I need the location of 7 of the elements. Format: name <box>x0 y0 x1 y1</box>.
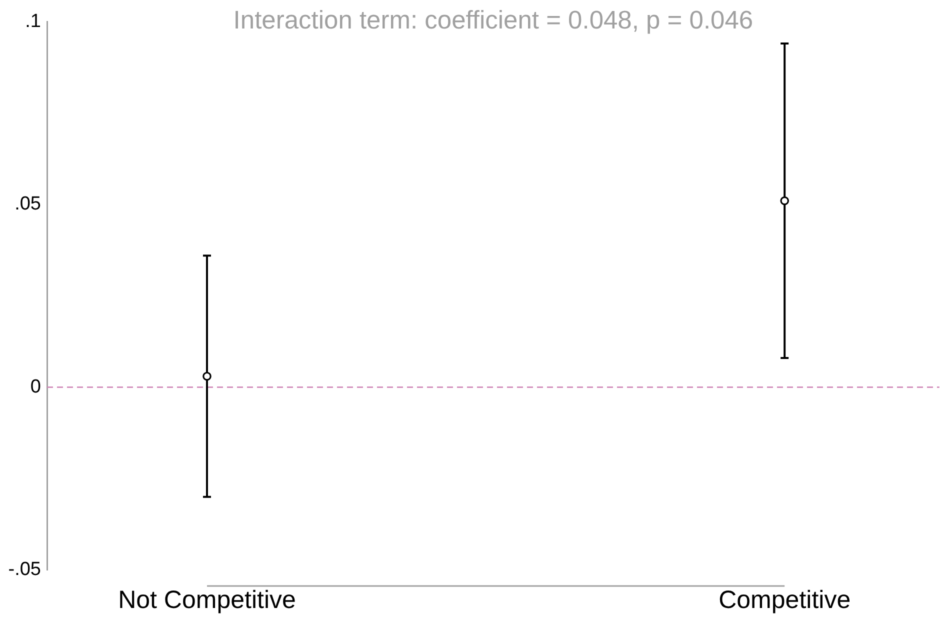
x-tick-label: Competitive <box>718 586 851 614</box>
x-tick-label: Not Competitive <box>118 586 296 614</box>
chart-title: Interaction term: coefficient = 0.048, p = 0.046 <box>233 6 754 34</box>
y-tick-label: 0 <box>30 376 41 398</box>
y-tick-label: .1 <box>25 10 41 32</box>
y-tick-label: .05 <box>14 194 41 215</box>
y-tick-label: -.05 <box>8 559 41 580</box>
